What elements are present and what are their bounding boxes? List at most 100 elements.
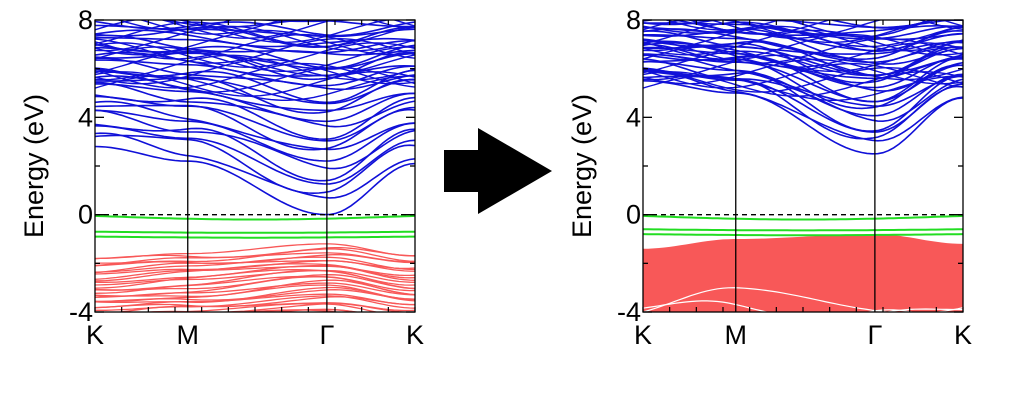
conduction-band-line [95, 123, 415, 182]
conduction-band-line [95, 83, 415, 123]
conduction-band-line [643, 4, 963, 6]
kpoint-label: K [406, 320, 424, 350]
conduction-band-line [95, 8, 415, 19]
conduction-band-line [95, 95, 415, 142]
valence-band-line [95, 282, 415, 298]
y-axis-label: Energy (eV) [19, 94, 49, 238]
valence-band-line [95, 269, 415, 286]
defect-band-line [95, 230, 415, 234]
conduction-band-line [643, 70, 963, 142]
conduction-band-line [643, 54, 963, 81]
conduction-band-line [95, 125, 415, 185]
kpoint-label: M [725, 320, 748, 350]
conduction-band-line [95, 26, 415, 49]
conduction-band-line [643, 29, 963, 56]
conduction-band-line [95, 57, 415, 91]
conduction-band-line [643, 21, 963, 48]
y-tick-label: 8 [78, 5, 93, 35]
conduction-band-line [95, 29, 415, 48]
y-tick-label: -4 [617, 297, 641, 327]
defect-band-line [95, 214, 415, 221]
valence-band-line [95, 264, 415, 283]
conduction-band-line [643, 53, 963, 103]
arrow-layer [444, 128, 552, 214]
valence-gap-line [865, 309, 915, 312]
y-tick-label: 0 [78, 200, 93, 230]
conduction-band-line [95, 75, 415, 101]
conduction-band-line [116, 20, 415, 31]
conduction-band-line [95, 94, 415, 141]
kpoint-label: K [954, 320, 972, 350]
conduction-band-line [95, 21, 415, 48]
conduction-band-line [643, 30, 963, 65]
conduction-band-line [708, 20, 963, 39]
conduction-band-line [643, 11, 963, 17]
conduction-band-line [95, 42, 415, 68]
valence-band-line [95, 265, 415, 280]
conduction-band-line [95, 50, 415, 77]
conduction-band-line [95, 109, 415, 162]
conduction-band-line [95, 104, 415, 151]
conduction-band-line [643, 54, 963, 108]
conduction-band-line [751, 20, 963, 22]
conduction-band-line [95, 29, 415, 56]
conduction-band-line [95, 25, 415, 52]
valence-band-line [95, 293, 415, 309]
conduction-band-line [643, 33, 963, 60]
conduction-band-line [664, 20, 963, 31]
valence-band-line [95, 269, 415, 291]
kpoint-label: Γ [319, 320, 334, 350]
valence-band-line [95, 252, 415, 267]
conduction-band-line [643, 2, 963, 15]
conduction-band-line [643, 46, 963, 72]
conduction-band-line [95, 59, 415, 87]
valence-gap-line [643, 287, 892, 312]
conduction-band-line [95, 100, 415, 151]
kpoint-label: K [634, 320, 652, 350]
conduction-band-line [643, 42, 963, 68]
kpoint-label: M [177, 320, 200, 350]
conduction-band-line [95, 33, 415, 60]
conduction-band-line [643, 53, 963, 103]
conduction-band-line [643, 25, 963, 52]
conduction-band-line [95, 54, 415, 81]
conduction-band-line [95, 71, 415, 97]
conduction-band-line [95, 46, 415, 72]
conduction-band-line [95, 4, 415, 17]
conduction-band-line [643, 5, 963, 16]
y-tick-label: 4 [626, 102, 641, 132]
conduction-band-line [95, 134, 415, 195]
conduction-band-line [95, 81, 415, 128]
y-tick-label: 8 [626, 5, 641, 35]
kpoint-label: Γ [867, 320, 882, 350]
conduction-band-line [643, 80, 963, 155]
conduction-band-line [95, 145, 415, 216]
conduction-band-line [95, 4, 415, 6]
kpoint-label: K [86, 320, 104, 350]
valence-band-line [95, 256, 415, 273]
conduction-band-line [643, 20, 941, 44]
conduction-band-line [95, 62, 415, 89]
conduction-band-line [643, 71, 963, 97]
defect-band-line [643, 228, 963, 232]
valence-band-continuum [643, 234, 963, 312]
bands [95, 4, 415, 329]
conduction-band-line [643, 50, 963, 77]
conduction-band-line [643, 62, 963, 89]
bands [643, 2, 963, 312]
y-tick-label: 0 [626, 200, 641, 230]
conduction-band-line [160, 20, 415, 39]
conduction-band-line [643, 75, 963, 101]
valence-gap-line [643, 300, 963, 312]
y-tick-label: 4 [78, 102, 93, 132]
valence-band-line [95, 315, 415, 329]
right-arrow-icon [444, 128, 552, 214]
y-axis-label: Energy (eV) [567, 94, 597, 238]
conduction-band-line [95, 109, 415, 170]
y-tick-label: -4 [69, 297, 93, 327]
defect-band-line [643, 214, 963, 221]
conduction-band-line [95, 20, 393, 44]
